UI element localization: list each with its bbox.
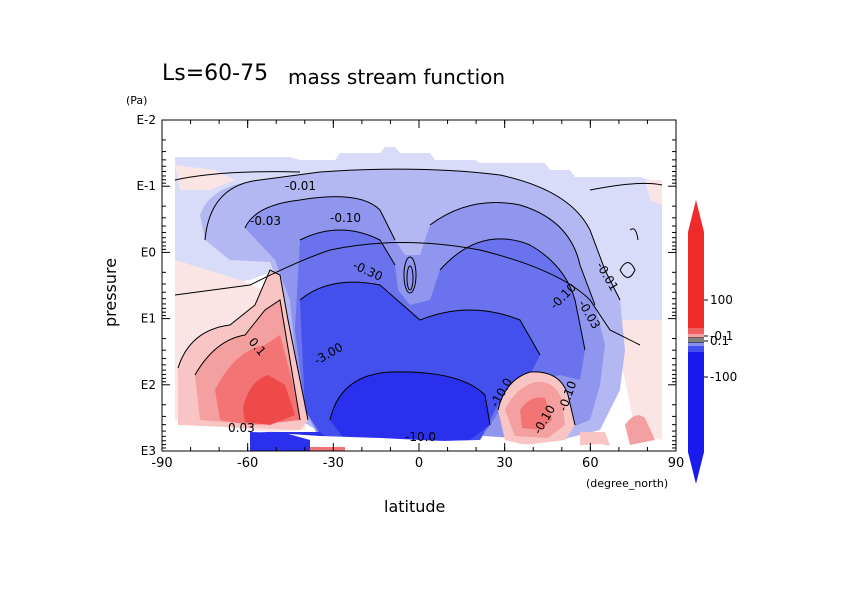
contour-closed-eq [403,256,417,294]
contour-lines [174,168,663,426]
x-tick-label: -90 [151,456,172,471]
y-tick-label: E1 [141,312,156,326]
contour-pos-s2 [194,299,301,421]
contour-label: 0.03 [228,421,255,435]
plot-area: -0.01 -0.03 -0.10 -0.30 -3.00 -10.0 -0.0… [161,119,677,452]
colorbar-lightblue [688,342,704,346]
x-axis-label: latitude [384,497,445,516]
filled-contours: -0.01 -0.03 -0.10 -0.30 -3.00 -10.0 -0.0… [162,147,676,451]
contour-pos-n [497,371,576,426]
colorbar-blue-mid [688,346,704,352]
y-tick-label: E0 [141,245,156,259]
contour-pos-s [177,269,309,421]
contour-label: -0.01 [285,179,316,193]
colorbar-ticks: 100 0.1-0.1 -100 [704,293,737,384]
colorbar-top-arrow [688,200,704,232]
contour-m300 [299,281,541,356]
y-axis: E-2 E-1 E0 E1 E2 E3 [136,113,676,458]
contour-wiggle-east [619,228,639,278]
region-pos-1 [175,165,235,190]
colorbar-tick-label: 100 [710,293,733,307]
colorbar-red-band [688,232,704,328]
surface-strip-blue [250,432,310,451]
x-tick-label: 90 [668,456,685,471]
colorbar-pink [688,334,704,338]
region-pos-5 [243,375,295,425]
colorbar-tick-label: -0.1 [710,329,733,343]
x-tick-label: 0 [415,456,423,471]
chart-title: mass stream function [288,65,505,89]
y-unit: (Pa) [126,94,147,107]
y-tick-label: E-2 [136,113,156,127]
region-pos-nh-4 [520,397,552,430]
y-axis-label: pressure [101,258,120,327]
region-pos-nh-small [625,415,655,445]
x-tick-label: 60 [582,456,599,471]
colorbar-blue-band [688,352,704,452]
contour-m003 [204,168,621,301]
contour-m010 [244,196,596,306]
contour-label: -10.0 [405,430,436,444]
colorbar-bottom-arrow [688,452,704,484]
contour-label: -0.03 [250,214,281,228]
y-tick-label: E2 [141,378,156,392]
colorbar-tick-label: -100 [710,370,737,384]
y-tick-label: E-1 [136,179,156,193]
region-pos-nh-small2 [580,432,610,448]
contour-m100 [329,371,491,426]
contour-label: -0.10 [330,211,361,225]
region-neg-6 [330,371,490,442]
x-tick-label: 30 [496,456,513,471]
contour-top [174,171,663,191]
contour-m030 [299,229,586,351]
x-tick-label: -30 [323,456,344,471]
y-tick-label: E3 [141,444,156,458]
contour-m001 [174,242,641,346]
colorbar-tick-label: 0.1 [710,334,729,348]
chart-title-prefix: Ls=60-75 [162,61,268,86]
x-axis: -90 -60 -30 0 30 60 90 [151,120,684,471]
colorbar-red-light [688,328,704,334]
colorbar: 100 0.1-0.1 -100 [688,200,737,484]
x-tick-label: -60 [237,456,258,471]
contour-closed-eq2 [406,265,414,291]
x-unit: (degree_north) [586,477,668,490]
region-pos-1b [645,180,662,205]
